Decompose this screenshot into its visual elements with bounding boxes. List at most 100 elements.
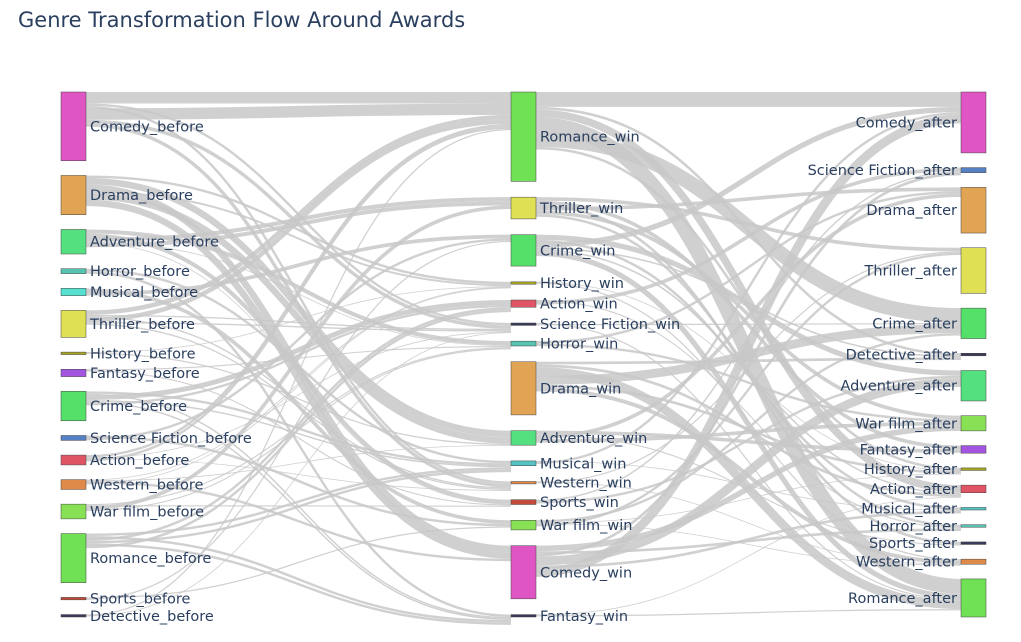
sankey-node[interactable] (510, 196, 537, 220)
node-label: Adventure_before (90, 235, 219, 251)
sankey-node[interactable] (60, 454, 87, 466)
node-label: Comedy_win (540, 565, 632, 581)
node-label: Action_before (90, 453, 189, 469)
sankey-link (85, 307, 512, 541)
sankey-node[interactable] (510, 614, 537, 618)
sankey-node[interactable] (510, 545, 537, 600)
sankey-link (535, 425, 962, 552)
sankey-link (535, 249, 962, 495)
sankey-link (535, 357, 962, 365)
sankey-node[interactable] (60, 175, 87, 215)
node-label: War film_win (540, 518, 632, 534)
sankey-node[interactable] (960, 370, 987, 402)
sankey-link (85, 316, 512, 489)
sankey-link (535, 250, 962, 600)
sankey-link (85, 287, 512, 485)
sankey-link (85, 205, 512, 511)
sankey-link (85, 352, 512, 445)
sankey-node[interactable] (60, 91, 87, 162)
node-label: Drama_after (866, 203, 957, 219)
sankey-link (85, 370, 512, 506)
sankey-link (85, 128, 512, 616)
sankey-node[interactable] (510, 460, 537, 466)
sankey-link (85, 268, 512, 464)
sankey-node[interactable] (960, 467, 987, 471)
sankey-node[interactable] (960, 167, 987, 173)
sankey-node[interactable] (960, 524, 987, 528)
sankey-node[interactable] (510, 520, 537, 531)
sankey-node[interactable] (60, 533, 87, 583)
sankey-link (85, 347, 512, 506)
sankey-node[interactable] (510, 234, 537, 267)
sankey-link (85, 119, 512, 323)
sankey-node[interactable] (60, 351, 87, 355)
node-label: Horror_win (540, 337, 618, 353)
node-label: Thriller_before (89, 317, 195, 333)
node-label: Fantasy_win (540, 609, 628, 625)
sankey-link (85, 536, 512, 623)
sankey-node[interactable] (510, 299, 537, 308)
sankey-node[interactable] (960, 558, 987, 565)
sankey-node[interactable] (60, 435, 87, 441)
sankey-node[interactable] (510, 281, 537, 285)
sankey-node[interactable] (60, 597, 87, 601)
node-label: Science Fiction_win (540, 317, 680, 333)
sankey-link (535, 473, 962, 524)
node-label: Action_after (870, 482, 957, 498)
sankey-node[interactable] (510, 481, 537, 485)
sankey-node[interactable] (60, 614, 87, 618)
sankey-node[interactable] (510, 499, 537, 505)
sankey-node[interactable] (60, 479, 87, 490)
sankey-node[interactable] (960, 187, 987, 234)
sankey-node[interactable] (60, 310, 87, 338)
sankey-node[interactable] (960, 415, 987, 432)
sankey-node[interactable] (60, 503, 87, 520)
node-label: Sports_after (869, 536, 957, 552)
node-label: Western_win (540, 476, 632, 492)
sankey-node[interactable] (510, 322, 537, 326)
sankey-link (535, 510, 962, 569)
sankey-node[interactable] (960, 91, 987, 154)
sankey-link (85, 314, 512, 331)
sankey-node[interactable] (960, 507, 987, 511)
sankey-node[interactable] (960, 353, 987, 357)
sankey-link (535, 343, 962, 422)
sankey-node[interactable] (510, 340, 537, 347)
sankey-node[interactable] (60, 369, 87, 377)
sankey-link (535, 421, 962, 443)
sankey-link (535, 190, 962, 344)
sankey-node[interactable] (510, 91, 537, 182)
node-label: Thriller_win (539, 201, 623, 217)
sankey-link (85, 543, 512, 625)
node-label: Fantasy_after (860, 442, 957, 458)
node-label: Horror_after (869, 519, 957, 535)
sankey-node[interactable] (960, 247, 987, 294)
sankey-node[interactable] (960, 445, 987, 454)
sankey-node[interactable] (510, 361, 537, 416)
sankey-node[interactable] (60, 391, 87, 422)
sankey-link (535, 247, 962, 358)
sankey-node[interactable] (960, 578, 987, 618)
sankey-link (535, 234, 962, 376)
sankey-node[interactable] (60, 288, 87, 296)
node-label: Western_before (90, 478, 203, 494)
node-label: Science Fiction_before (90, 431, 252, 447)
sankey-link (535, 114, 962, 577)
sankey-link (85, 175, 512, 285)
sankey-node[interactable] (960, 307, 987, 339)
sankey-node[interactable] (960, 484, 987, 494)
sankey-node[interactable] (60, 268, 87, 274)
sankey-node[interactable] (510, 430, 537, 446)
sankey-link (85, 286, 512, 481)
node-label: Drama_win (540, 381, 621, 397)
sankey-nodes (60, 91, 987, 618)
sankey-link (535, 187, 962, 211)
sankey-link (85, 240, 512, 600)
node-label: Drama_before (90, 188, 193, 204)
sankey-node[interactable] (60, 229, 87, 255)
sankey-node[interactable] (960, 541, 987, 545)
sankey-link (85, 309, 512, 549)
node-label: Detective_after (846, 348, 957, 364)
node-label: Musical_before (90, 285, 198, 301)
